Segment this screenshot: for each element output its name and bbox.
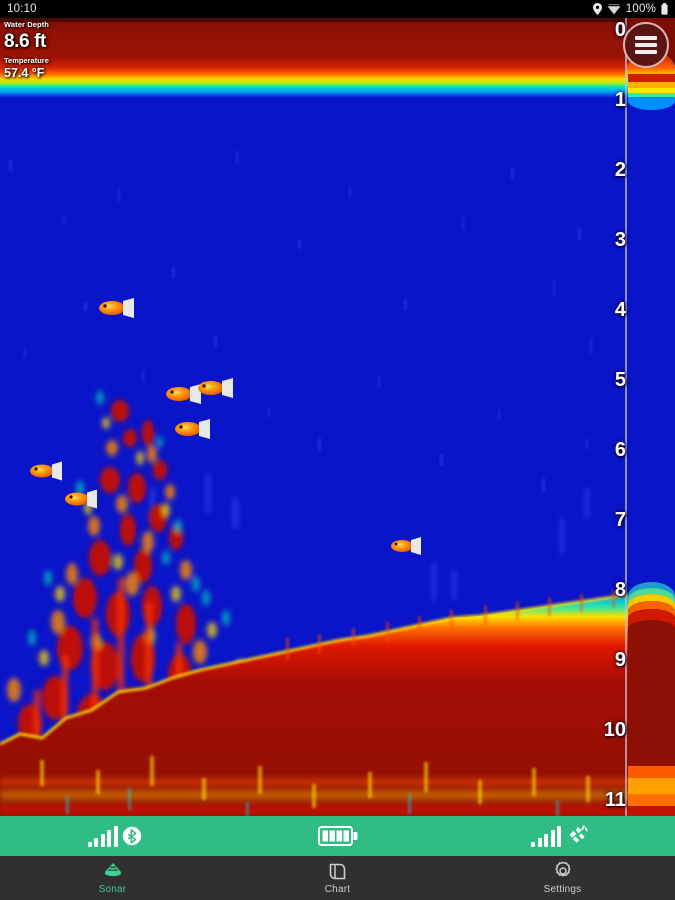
- status-bar-battery-percent: 100%: [625, 3, 656, 15]
- depth-scale-line: [625, 18, 627, 816]
- android-status-bar: 10:10 100%: [0, 0, 675, 18]
- sonar-display[interactable]: [0, 18, 675, 816]
- temperature-value: 57.4 °F: [4, 66, 45, 80]
- chart-map-icon: [328, 862, 348, 881]
- depth-tick: 11: [604, 789, 626, 811]
- satellite-icon: [569, 825, 589, 843]
- depth-tick: 7: [614, 509, 626, 531]
- battery-icon: [661, 3, 668, 15]
- depth-tick: 9: [614, 649, 626, 671]
- bottom-navigation-bar: Sonar Chart Settings: [0, 856, 675, 900]
- fish-target-group: [30, 298, 421, 555]
- gps-signal-bars: [531, 825, 562, 847]
- gear-icon: [553, 861, 573, 881]
- depth-tick: 8: [614, 579, 626, 601]
- nav-item-settings[interactable]: Settings: [450, 856, 675, 900]
- depth-tick: 6: [614, 439, 626, 461]
- depth-tick: 4: [614, 299, 626, 321]
- temperature-label: Temperature: [4, 56, 49, 65]
- nav-item-chart[interactable]: Chart: [225, 856, 450, 900]
- depth-tick: 3: [614, 229, 626, 251]
- fish-icon: [65, 489, 97, 509]
- gps-status[interactable]: [446, 824, 675, 848]
- depth-scale: 0 1 2 3 4 5 6 7 8 9 10 11: [596, 18, 628, 816]
- wifi-icon: [607, 3, 621, 14]
- fish-icon: [99, 298, 134, 318]
- hamburger-icon-bar: [635, 36, 657, 40]
- nav-label-chart: Chart: [324, 883, 351, 895]
- fish-icon: [198, 378, 233, 398]
- depth-tick: 10: [603, 719, 626, 741]
- water-depth-value: 8.6 ft: [4, 31, 46, 52]
- nav-label-sonar: Sonar: [98, 883, 127, 895]
- nav-label-settings: Settings: [543, 883, 582, 895]
- bluetooth-signal-bars: [87, 825, 118, 847]
- depth-tick: 5: [614, 369, 626, 391]
- hamburger-icon-bar: [635, 50, 657, 54]
- hamburger-icon-bar: [635, 43, 657, 47]
- device-battery-status[interactable]: [230, 825, 446, 847]
- connection-status-strip: [0, 816, 675, 856]
- fish-icon: [30, 461, 62, 481]
- depth-tick: 2: [614, 159, 626, 181]
- fish-icon: [175, 419, 210, 439]
- hamburger-menu-button[interactable]: [623, 22, 669, 68]
- bottom-contour: [0, 592, 675, 816]
- live-ascope-column: [625, 18, 675, 816]
- location-pin-icon: [592, 3, 602, 15]
- status-bar-time: 10:10: [7, 3, 37, 15]
- sonar-cone-icon: [102, 862, 124, 881]
- sonar-waterfall-canvas[interactable]: [0, 18, 675, 816]
- depth-tick: 1: [614, 89, 626, 111]
- bluetooth-status[interactable]: [0, 825, 230, 847]
- status-bar-icons: 100%: [592, 3, 668, 15]
- bluetooth-icon: [122, 826, 141, 846]
- battery-icon: [317, 826, 357, 846]
- water-depth-label: Water Depth: [4, 20, 49, 29]
- nav-item-sonar[interactable]: Sonar: [0, 856, 225, 900]
- depth-tick: 0: [614, 19, 626, 41]
- data-overlay-panel[interactable]: Water Depth 8.6 ft Temperature 57.4 °F: [0, 18, 57, 106]
- fish-icon: [391, 537, 421, 555]
